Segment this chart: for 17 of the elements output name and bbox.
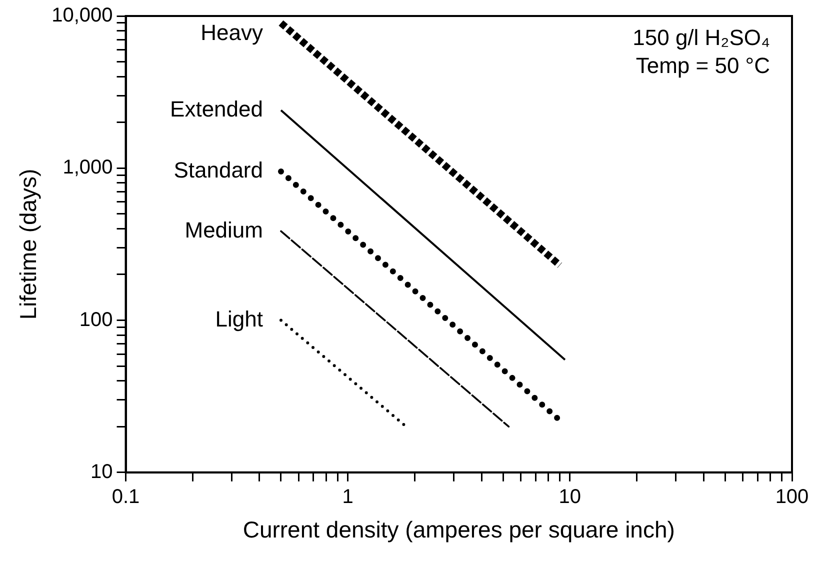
series-label: Extended	[170, 96, 263, 122]
series-label: Heavy	[200, 20, 263, 46]
y-tick-label: 1,000	[62, 156, 113, 179]
series-label: Standard	[174, 158, 263, 183]
series-label: Medium	[184, 217, 263, 242]
y-tick-label: 10	[90, 460, 113, 483]
annotation: Temp = 50 °C	[636, 53, 770, 78]
x-tick-label: 100	[775, 486, 809, 508]
series-label: Light	[215, 306, 263, 332]
x-axis-title: Current density (amperes per square inch)	[242, 516, 675, 543]
x-tick-label: 10	[558, 486, 582, 508]
x-tick-label: 0.1	[112, 486, 140, 508]
y-axis-title: Lifetime (days)	[15, 168, 42, 320]
y-tick-label: 100	[79, 308, 113, 331]
y-tick-label: 10,000	[52, 4, 113, 27]
annotation: 150 g/l H₂SO₄	[632, 25, 770, 50]
x-tick-label: 1	[342, 486, 354, 508]
